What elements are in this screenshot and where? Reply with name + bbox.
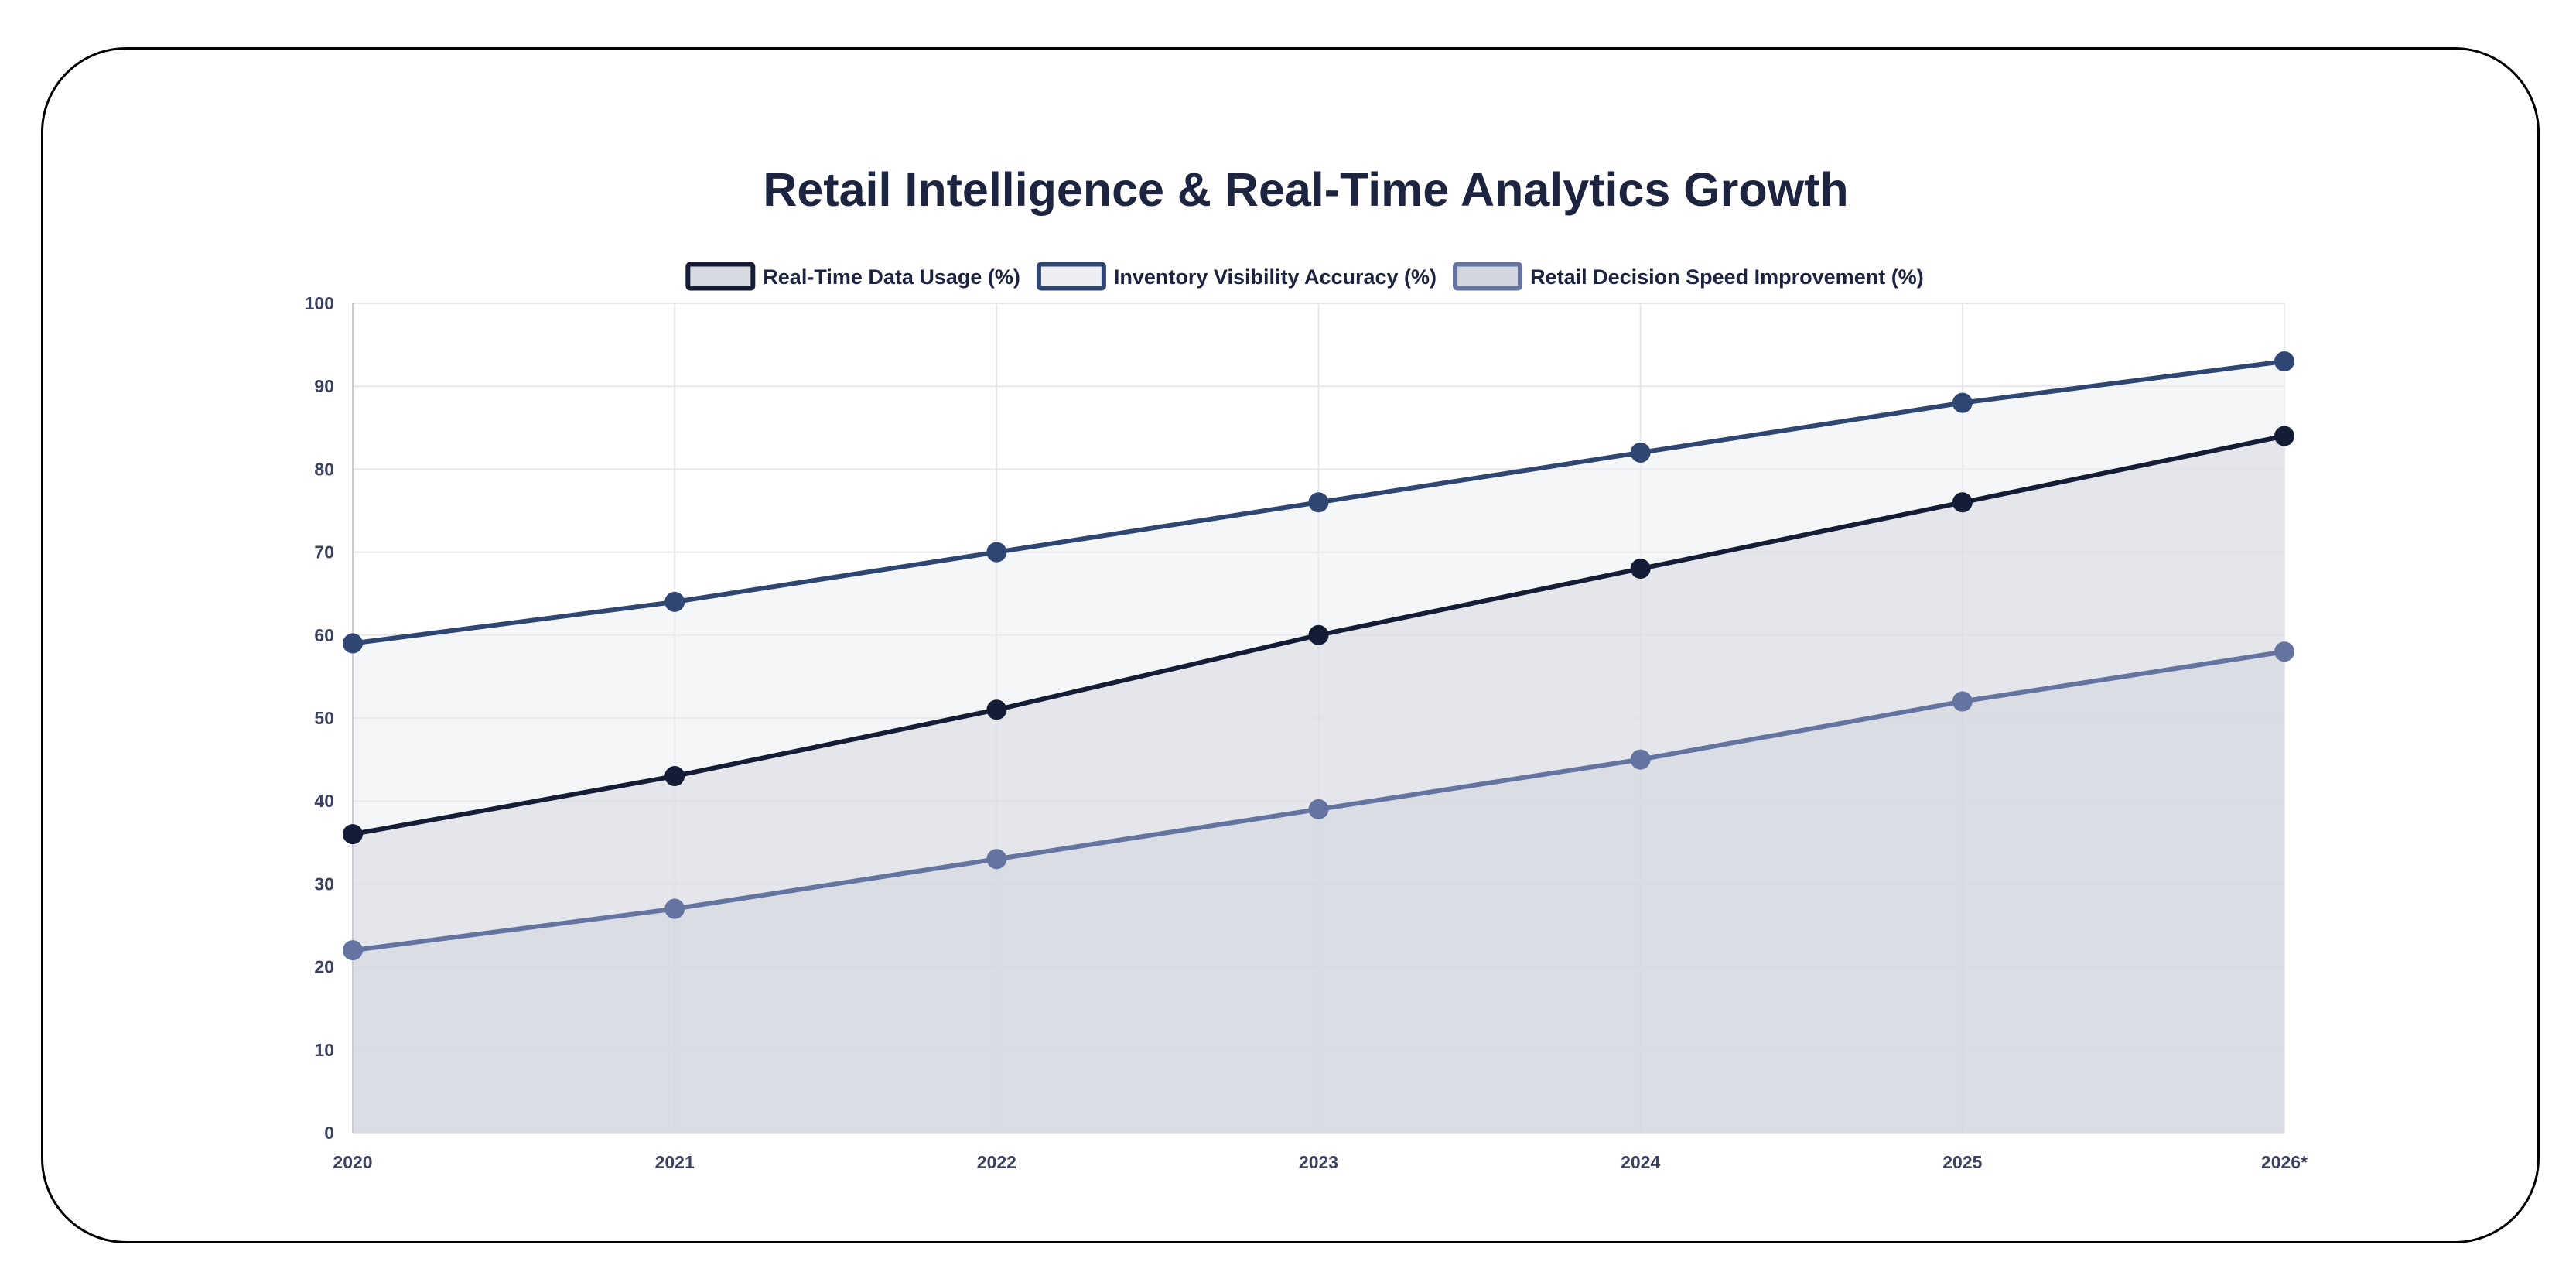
- y-tick-label: 40: [314, 791, 334, 811]
- data-point: [343, 633, 363, 654]
- y-tick-label: 80: [314, 459, 334, 479]
- data-point: [664, 766, 685, 787]
- x-tick-label: 2025: [1942, 1152, 1982, 1172]
- x-tick-label: 2022: [977, 1152, 1016, 1172]
- legend-swatch: [1453, 262, 1523, 291]
- legend-item-0: Real-Time Data Usage (%): [685, 262, 1020, 291]
- data-point: [1308, 624, 1329, 645]
- data-point: [986, 542, 1007, 563]
- y-axis-ticks: 0 10 20 30 40 50 60 70 80 90 100: [305, 293, 334, 1143]
- chart-title: Retail Intelligence & Real-Time Analytic…: [763, 163, 1848, 216]
- legend-label: Retail Decision Speed Improvement (%): [1530, 265, 1924, 289]
- data-point: [1308, 492, 1329, 513]
- data-point: [343, 940, 363, 961]
- data-point: [1630, 442, 1651, 463]
- data-point: [1630, 559, 1651, 580]
- y-tick-label: 20: [314, 957, 334, 977]
- x-tick-label: 2021: [655, 1152, 695, 1172]
- x-tick-label: 2020: [333, 1152, 372, 1172]
- data-point: [2274, 351, 2294, 372]
- data-point: [343, 824, 363, 845]
- series-areas: [353, 361, 2284, 1133]
- legend-item-2: Retail Decision Speed Improvement (%): [1453, 262, 1924, 291]
- legend-item-1: Inventory Visibility Accuracy (%): [1036, 262, 1437, 291]
- data-point: [1308, 799, 1329, 819]
- legend-label: Real-Time Data Usage (%): [763, 265, 1020, 289]
- data-point: [2274, 641, 2294, 662]
- data-point: [986, 699, 1007, 720]
- data-point: [2274, 426, 2294, 446]
- series-points: [343, 351, 2294, 961]
- legend-label: Inventory Visibility Accuracy (%): [1114, 265, 1437, 289]
- legend-swatch: [685, 262, 756, 291]
- y-tick-label: 10: [314, 1040, 334, 1060]
- y-tick-label: 70: [314, 542, 334, 563]
- y-tick-label: 60: [314, 625, 334, 645]
- y-tick-label: 30: [314, 874, 334, 894]
- data-point: [1952, 392, 1973, 413]
- y-tick-label: 0: [324, 1123, 334, 1143]
- series-area-2: [353, 651, 2284, 1133]
- x-axis-ticks: 2020 2021 2022 2023 2024 2025 2026*: [333, 1152, 2308, 1172]
- x-tick-label: 2024: [1621, 1152, 1660, 1172]
- y-tick-label: 90: [314, 376, 334, 396]
- data-point: [664, 591, 685, 612]
- y-tick-label: 100: [305, 293, 334, 313]
- data-point: [1952, 691, 1973, 712]
- data-point: [1952, 492, 1973, 513]
- data-point: [664, 898, 685, 919]
- data-point: [1630, 749, 1651, 770]
- x-tick-label: 2023: [1299, 1152, 1338, 1172]
- legend-swatch: [1036, 262, 1106, 291]
- x-tick-label: 2026*: [2261, 1152, 2308, 1172]
- y-tick-label: 50: [314, 708, 334, 728]
- data-point: [986, 849, 1007, 870]
- legend: Real-Time Data Usage (%) Inventory Visibi…: [685, 262, 1924, 291]
